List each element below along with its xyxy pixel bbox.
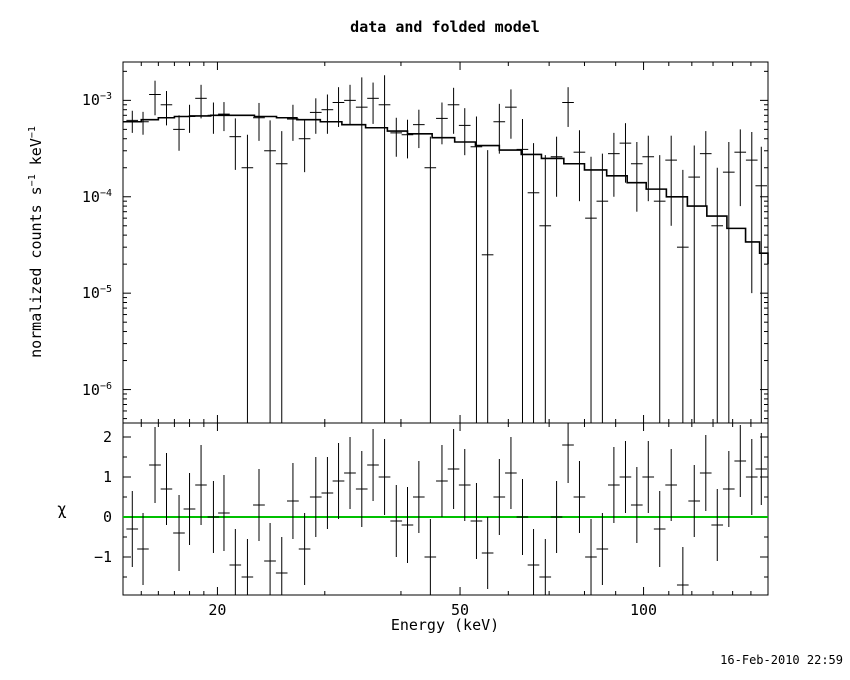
chi-tick-label: 1 [102, 468, 112, 486]
top-panel-border [122, 61, 769, 424]
chi-tick-label: 2 [102, 428, 112, 446]
y-tick-label: 10−3 [81, 91, 112, 110]
y-tick-label: 10−6 [81, 380, 112, 399]
y-tick-label: 10−5 [81, 284, 112, 303]
chi-tick-label: −1 [93, 548, 112, 566]
x-tick-label: 100 [630, 601, 658, 619]
plot-timestamp: 16-Feb-2010 22:59 [720, 653, 843, 667]
x-tick-label: 50 [451, 601, 470, 619]
x-axis-label: Energy (keV) [390, 616, 500, 634]
y-axis-label: normalized counts s−1 keV−1 [27, 126, 45, 358]
bottom-panel-border [122, 422, 769, 596]
y-tick-label: 10−4 [81, 187, 112, 206]
x-tick-label: 20 [208, 601, 227, 619]
chi-tick-label: 0 [102, 508, 112, 526]
page-title: data and folded model [350, 18, 540, 36]
residual-axis-label: χ [57, 499, 67, 519]
